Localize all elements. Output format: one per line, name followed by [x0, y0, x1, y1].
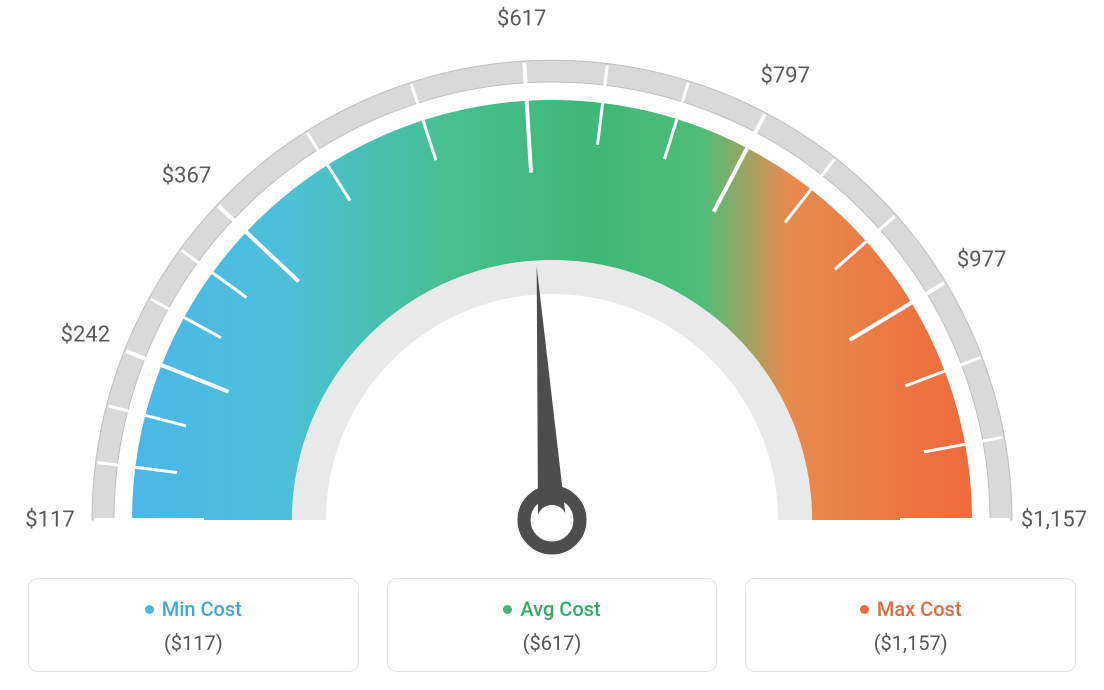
gauge-tick-label: $797	[761, 63, 810, 88]
gauge-needle	[537, 266, 566, 520]
legend-value-max: ($1,157)	[756, 631, 1065, 655]
legend-card-min: Min Cost ($117)	[28, 578, 359, 672]
dot-icon	[860, 605, 869, 614]
gauge-tick-label: $117	[25, 508, 74, 533]
legend-title-avg: Avg Cost	[503, 597, 600, 621]
legend-card-max: Max Cost ($1,157)	[745, 578, 1076, 672]
legend-title-text: Min Cost	[162, 597, 242, 621]
gauge-tick-label: $1,157	[1021, 508, 1087, 533]
legend-value-avg: ($617)	[398, 631, 707, 655]
legend-title-min: Min Cost	[145, 597, 242, 621]
gauge-svg	[0, 0, 1104, 560]
legend-row: Min Cost ($117) Avg Cost ($617) Max Cost…	[0, 578, 1104, 672]
dot-icon	[503, 605, 512, 614]
legend-title-max: Max Cost	[860, 597, 962, 621]
gauge-tick-label: $367	[162, 163, 211, 188]
gauge-hub-inner	[537, 505, 567, 535]
legend-title-text: Max Cost	[877, 597, 962, 621]
gauge-tick-label: $242	[61, 322, 110, 347]
legend-title-text: Avg Cost	[520, 597, 600, 621]
legend-card-avg: Avg Cost ($617)	[387, 578, 718, 672]
dot-icon	[145, 605, 154, 614]
legend-value-min: ($117)	[39, 631, 348, 655]
cost-gauge: $117 $242 $367 $617 $797 $977 $1,157	[0, 0, 1104, 560]
gauge-tick-label: $977	[957, 248, 1006, 273]
gauge-tick-label: $617	[497, 6, 546, 31]
